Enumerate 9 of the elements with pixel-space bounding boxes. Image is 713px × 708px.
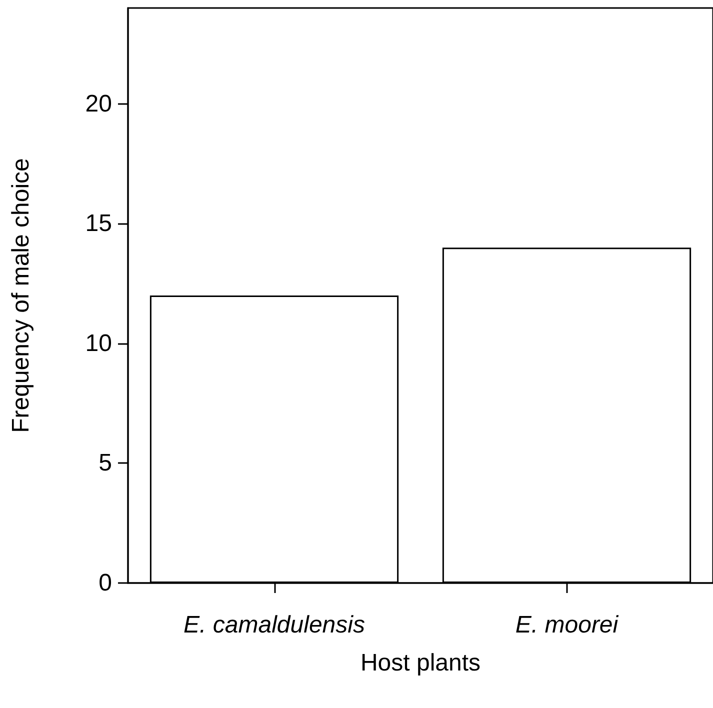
x-axis-title: Host plants <box>360 650 481 676</box>
y-tick-label: 10 <box>85 330 112 357</box>
y-tick-label: 15 <box>85 210 112 238</box>
x-tick-label: E. moorei <box>515 612 619 638</box>
y-axis-title: Frequency of male choice <box>8 158 34 433</box>
y-tick-label: 0 <box>98 570 112 596</box>
y-tick-label: 5 <box>98 450 112 477</box>
x-tick-label: E. camaldulensis <box>184 612 365 638</box>
y-tick-label: 20 <box>85 90 112 118</box>
